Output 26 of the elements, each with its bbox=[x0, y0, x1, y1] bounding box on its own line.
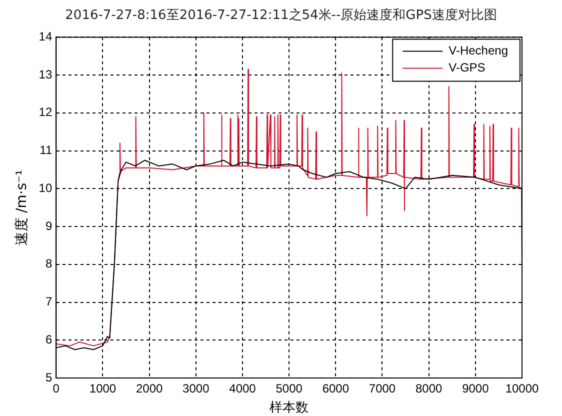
x-axis-title: 样本数 bbox=[270, 400, 309, 416]
x-tick-label: 0 bbox=[52, 382, 60, 396]
x-tick-label: 8000 bbox=[415, 382, 442, 396]
x-tick-label: 3000 bbox=[182, 382, 210, 396]
x-tick-label: 7000 bbox=[368, 382, 396, 396]
x-tick-label: 5000 bbox=[276, 382, 303, 396]
x-tick-label: 10000 bbox=[505, 382, 540, 396]
y-tick-label: 8 bbox=[45, 256, 52, 271]
legend-label: V-GPS bbox=[448, 60, 486, 75]
y-tick-label: 7 bbox=[45, 294, 52, 309]
y-tick-label: 10 bbox=[38, 180, 52, 195]
x-tick-label: 2000 bbox=[136, 382, 163, 396]
x-tick-label: 6000 bbox=[322, 382, 350, 396]
y-tick-label: 11 bbox=[40, 143, 52, 158]
y-tick-label: 6 bbox=[45, 332, 52, 346]
legend-label: V-Hecheng bbox=[448, 44, 508, 58]
x-tick-label: 9000 bbox=[462, 382, 490, 396]
y-tick-label: 14 bbox=[38, 30, 52, 44]
y-tick-label: 9 bbox=[45, 218, 52, 233]
chart-title: 2016-7-27-8:16至2016-7-27-12:11之54米--原始速度和GPS速度对比图 bbox=[64, 7, 498, 24]
y-tick-label: 13 bbox=[38, 67, 52, 82]
x-tick-label: 4000 bbox=[229, 382, 256, 396]
y-tick-label: 12 bbox=[38, 105, 52, 120]
y-axis-title: 速度 /m·s⁻¹ bbox=[14, 170, 30, 246]
y-tick-label: 5 bbox=[45, 370, 52, 384]
x-tick-label: 1000 bbox=[89, 382, 116, 396]
